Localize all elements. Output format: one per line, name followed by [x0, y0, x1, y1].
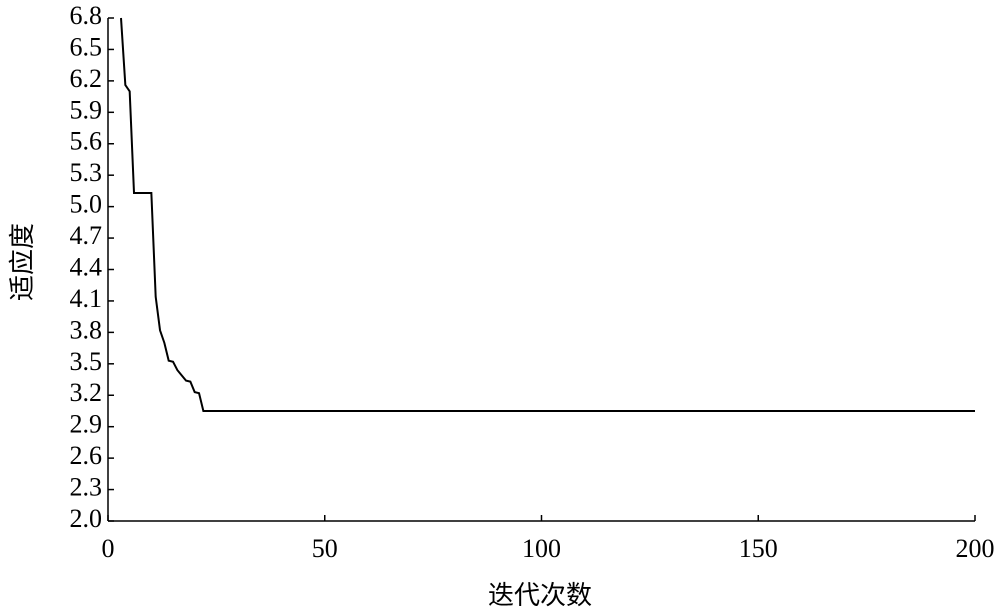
y-tick-label: 4.1 — [70, 284, 103, 313]
y-tick-label: 5.3 — [70, 158, 103, 187]
y-tick-label: 5.6 — [70, 127, 103, 156]
y-tick-label: 3.2 — [70, 378, 103, 407]
y-tick-label: 3.8 — [70, 315, 103, 344]
y-tick-label: 6.8 — [70, 1, 103, 30]
y-tick-label: 2.6 — [70, 441, 103, 470]
y-tick-label: 3.5 — [70, 347, 103, 376]
x-tick-label: 0 — [102, 534, 115, 563]
y-tick-label: 4.4 — [70, 252, 103, 281]
y-tick-label: 5.0 — [70, 190, 103, 219]
y-tick-label: 5.9 — [70, 95, 103, 124]
data-line — [120, 17, 975, 412]
y-tick-label: 2.0 — [70, 504, 103, 533]
y-tick-label: 6.2 — [70, 64, 103, 93]
x-tick-label: 200 — [956, 534, 995, 563]
x-axis-label: 迭代次数 — [488, 581, 592, 610]
x-tick-label: 100 — [522, 534, 561, 563]
y-tick-label: 2.3 — [70, 473, 103, 502]
y-tick-label: 2.9 — [70, 410, 103, 439]
y-tick-label: 4.7 — [70, 221, 103, 250]
x-tick-label: 50 — [312, 534, 338, 563]
y-tick-label: 6.5 — [70, 32, 103, 61]
y-axis-label: 适应度 — [8, 223, 37, 301]
x-tick-label: 150 — [739, 534, 778, 563]
